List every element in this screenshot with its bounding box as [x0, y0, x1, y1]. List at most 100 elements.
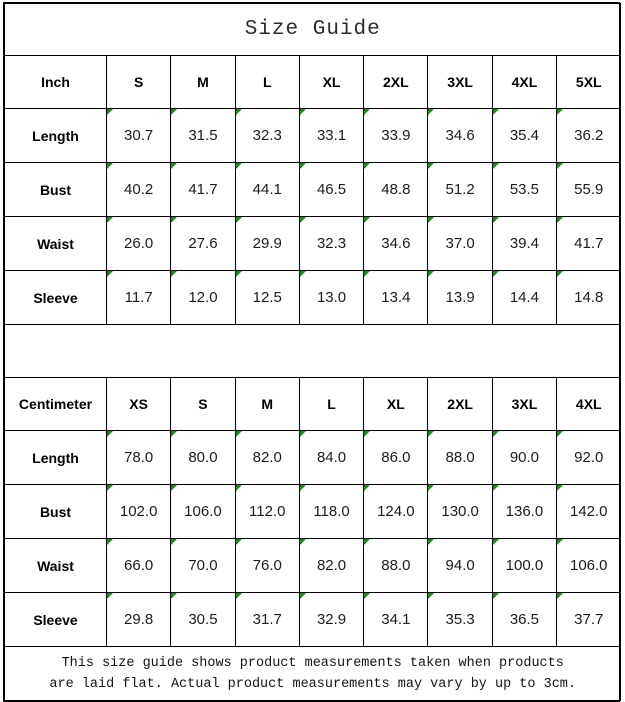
cm-size-header-m: M: [234, 377, 300, 431]
cell-inch-bust-4xl: 53.5: [491, 162, 558, 217]
cell-cm-sleeve-s: 30.5: [170, 592, 236, 647]
cell-cm-length-4xl: 92.0: [556, 430, 622, 485]
cell-cm-waist-xl: 88.0: [363, 538, 429, 593]
cell-inch-sleeve-s: 11.7: [105, 270, 172, 325]
cell-cm-sleeve-xs: 29.8: [105, 592, 172, 647]
cm-unit-label: Centimeter: [4, 377, 107, 431]
cell-inch-bust-l: 44.1: [234, 162, 300, 217]
cell-cm-waist-4xl: 106.0: [556, 538, 622, 593]
cell-inch-sleeve-xl: 13.0: [298, 270, 365, 325]
cell-inch-sleeve-5xl: 14.8: [556, 270, 622, 325]
cell-inch-bust-s: 40.2: [105, 162, 172, 217]
cm-size-header-3xl: 3XL: [491, 377, 558, 431]
table-row: Sleeve 29.8 30.5 31.7 32.9 34.1 35.3 36.…: [4, 592, 622, 647]
cell-cm-waist-l: 82.0: [298, 538, 365, 593]
cell-inch-bust-xl: 46.5: [298, 162, 365, 217]
cell-inch-waist-xl: 32.3: [298, 216, 365, 271]
cell-inch-length-4xl: 35.4: [491, 108, 558, 163]
cm-size-header-xs: XS: [105, 377, 172, 431]
inch-size-header-2xl: 2XL: [363, 55, 429, 109]
inch-unit-label: Inch: [4, 55, 107, 109]
cm-size-header-xl: XL: [363, 377, 429, 431]
inch-size-header-3xl: 3XL: [427, 55, 493, 109]
row-label-waist: Waist: [4, 216, 107, 271]
footer-note: This size guide shows product measuremen…: [3, 646, 622, 701]
cell-cm-bust-m: 112.0: [234, 484, 300, 539]
row-label-length: Length: [4, 108, 107, 163]
page-title: Size Guide: [3, 3, 622, 56]
cell-cm-sleeve-2xl: 35.3: [427, 592, 493, 647]
cm-size-header-2xl: 2XL: [427, 377, 493, 431]
table-row: Bust 40.2 41.7 44.1 46.5 48.8 51.2 53.5 …: [4, 162, 622, 217]
cell-inch-length-2xl: 33.9: [363, 108, 429, 163]
size-guide-table: Size Guide Inch S M L XL 2XL 3XL 4XL 5XL…: [3, 3, 622, 701]
cell-cm-bust-4xl: 142.0: [556, 484, 622, 539]
cell-cm-length-xl: 86.0: [363, 430, 429, 485]
cell-cm-bust-xl: 124.0: [363, 484, 429, 539]
cell-inch-length-s: 30.7: [105, 108, 172, 163]
size-guide-panel: Size Guide Inch S M L XL 2XL 3XL 4XL 5XL…: [3, 2, 622, 702]
cm-size-header-l: L: [298, 377, 365, 431]
spacer-cell: [3, 324, 622, 378]
cell-cm-sleeve-xl: 34.1: [363, 592, 429, 647]
cell-inch-waist-5xl: 41.7: [556, 216, 622, 271]
table-row: Waist 66.0 70.0 76.0 82.0 88.0 94.0 100.…: [4, 538, 622, 593]
cell-cm-waist-2xl: 94.0: [427, 538, 493, 593]
table-spacer-row: [3, 324, 622, 378]
cell-cm-sleeve-l: 32.9: [298, 592, 365, 647]
cell-inch-waist-4xl: 39.4: [491, 216, 558, 271]
cell-cm-sleeve-3xl: 36.5: [491, 592, 558, 647]
row-label-bust: Bust: [4, 484, 107, 539]
footer-note-row: This size guide shows product measuremen…: [3, 646, 622, 701]
cell-cm-length-3xl: 90.0: [491, 430, 558, 485]
cell-inch-waist-m: 27.6: [170, 216, 236, 271]
cell-inch-length-xl: 33.1: [298, 108, 365, 163]
inch-size-header-5xl: 5XL: [556, 55, 622, 109]
cell-cm-bust-s: 106.0: [170, 484, 236, 539]
cell-inch-waist-s: 26.0: [105, 216, 172, 271]
cell-cm-waist-3xl: 100.0: [491, 538, 558, 593]
cell-inch-bust-3xl: 51.2: [427, 162, 493, 217]
inch-size-header-s: S: [105, 55, 172, 109]
cm-size-header-s: S: [170, 377, 236, 431]
cell-inch-bust-2xl: 48.8: [363, 162, 429, 217]
cell-inch-bust-m: 41.7: [170, 162, 236, 217]
cell-cm-length-l: 84.0: [298, 430, 365, 485]
row-label-sleeve: Sleeve: [4, 270, 107, 325]
row-label-sleeve: Sleeve: [4, 592, 107, 647]
cell-cm-length-xs: 78.0: [105, 430, 172, 485]
table-row: Sleeve 11.7 12.0 12.5 13.0 13.4 13.9 14.…: [4, 270, 622, 325]
inch-size-header-m: M: [170, 55, 236, 109]
cell-cm-bust-xs: 102.0: [105, 484, 172, 539]
inch-size-header-l: L: [234, 55, 300, 109]
cell-inch-length-3xl: 34.6: [427, 108, 493, 163]
cell-cm-length-s: 80.0: [170, 430, 236, 485]
cell-inch-length-5xl: 36.2: [556, 108, 622, 163]
cell-inch-waist-l: 29.9: [234, 216, 300, 271]
cell-inch-waist-2xl: 34.6: [363, 216, 429, 271]
cell-cm-bust-3xl: 136.0: [491, 484, 558, 539]
cell-cm-waist-s: 70.0: [170, 538, 236, 593]
row-label-length: Length: [4, 430, 107, 485]
cell-cm-bust-2xl: 130.0: [427, 484, 493, 539]
row-label-waist: Waist: [4, 538, 107, 593]
cell-inch-sleeve-m: 12.0: [170, 270, 236, 325]
cm-size-header-4xl: 4XL: [556, 377, 622, 431]
cell-inch-sleeve-4xl: 14.4: [491, 270, 558, 325]
row-label-bust: Bust: [4, 162, 107, 217]
cell-inch-sleeve-3xl: 13.9: [427, 270, 493, 325]
table-row: Length 30.7 31.5 32.3 33.1 33.9 34.6 35.…: [4, 108, 622, 163]
table-row: Bust 102.0 106.0 112.0 118.0 124.0 130.0…: [4, 484, 622, 539]
cell-inch-length-m: 31.5: [170, 108, 236, 163]
cell-inch-sleeve-l: 12.5: [234, 270, 300, 325]
size-guide-body: Size Guide Inch S M L XL 2XL 3XL 4XL 5XL…: [3, 3, 622, 701]
cell-cm-waist-m: 76.0: [234, 538, 300, 593]
table-row: Waist 26.0 27.6 29.9 32.3 34.6 37.0 39.4…: [4, 216, 622, 271]
cell-inch-length-l: 32.3: [234, 108, 300, 163]
cm-header-row: Centimeter XS S M L XL 2XL 3XL 4XL: [4, 377, 622, 431]
inch-size-header-4xl: 4XL: [491, 55, 558, 109]
cell-cm-waist-xs: 66.0: [105, 538, 172, 593]
cell-cm-length-2xl: 88.0: [427, 430, 493, 485]
inch-size-header-xl: XL: [298, 55, 365, 109]
cell-cm-bust-l: 118.0: [298, 484, 365, 539]
